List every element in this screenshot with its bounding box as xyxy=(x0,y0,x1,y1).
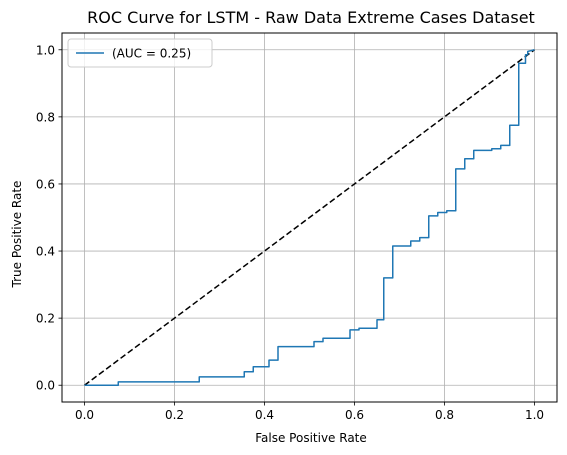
roc-curve-line xyxy=(84,49,535,386)
y-tick-label: 0.4 xyxy=(36,245,55,259)
x-axis-ticks: 0.0 0.2 0.4 0.6 0.8 1.0 xyxy=(75,402,544,422)
axes-frame xyxy=(61,32,558,403)
x-tick-label: 0.0 xyxy=(75,408,94,422)
y-tick-label: 1.0 xyxy=(36,43,55,57)
y-axis-ticks: 0.0 0.2 0.4 0.6 0.8 1.0 xyxy=(36,43,62,393)
legend-entry-label: (AUC = 0.25) xyxy=(112,47,191,61)
x-tick-label: 0.8 xyxy=(435,408,454,422)
x-tick-label: 0.6 xyxy=(345,408,364,422)
legend: (AUC = 0.25) xyxy=(67,38,213,68)
x-axis-label: False Positive Rate xyxy=(255,431,367,445)
x-tick-label: 0.4 xyxy=(255,408,274,422)
y-tick-label: 0.8 xyxy=(36,110,55,124)
chart-title: ROC Curve for LSTM - Raw Data Extreme Ca… xyxy=(87,8,535,27)
x-tick-label: 0.2 xyxy=(165,408,184,422)
y-tick-label: 0.2 xyxy=(36,312,55,326)
y-tick-label: 0.0 xyxy=(36,379,55,393)
x-tick-label: 1.0 xyxy=(525,408,544,422)
legend-box xyxy=(67,38,213,68)
plot-area xyxy=(84,49,535,386)
y-tick-label: 0.6 xyxy=(36,177,55,191)
y-axis-label: True Positive Rate xyxy=(10,181,24,289)
diagonal-reference-line xyxy=(84,49,535,386)
